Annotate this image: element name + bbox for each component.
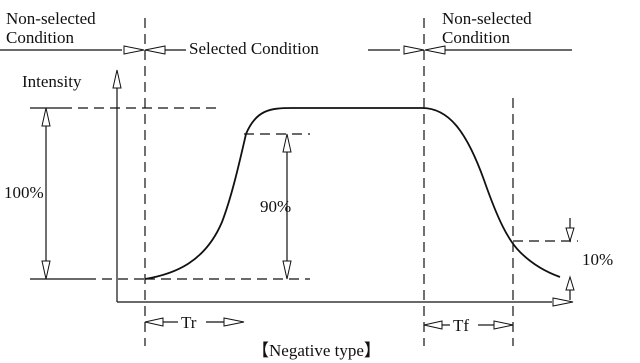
label-100-percent: 100% [4, 183, 44, 202]
axis-label-intensity: Intensity [22, 72, 82, 91]
label-selected-condition: Selected Condition [189, 39, 319, 58]
tf-arrow-icon [423, 320, 443, 330]
dimension-90 [282, 133, 292, 280]
y-axis-arrow-icon [112, 69, 122, 89]
dimension-10 [565, 218, 575, 300]
label-non-selected-left-2: Condition [6, 28, 75, 47]
label-10-percent: 10% [582, 250, 613, 269]
dimension-arrow-icon [565, 227, 575, 243]
y-axis [112, 69, 122, 302]
label-non-selected-right-2: Condition [442, 28, 511, 47]
dimension-arrow-icon [565, 275, 575, 291]
tf-arrow-icon [493, 320, 514, 330]
dimension-arrow-icon [282, 260, 292, 280]
tr-arrow-icon [223, 317, 245, 327]
label-tf: Tf [453, 316, 469, 335]
response-curve [144, 107, 561, 280]
tf-dimension [423, 320, 514, 330]
dimension-100 [41, 107, 51, 280]
dimension-arrow-icon [282, 133, 292, 153]
label-non-selected-right-1: Non-selected [442, 9, 532, 28]
label-tr: Tr [181, 313, 197, 332]
label-non-selected-left-1: Non-selected [6, 9, 96, 28]
dimension-arrow-icon [41, 260, 51, 280]
tr-arrow-icon [144, 317, 164, 327]
boundary-arrow-icon [144, 45, 166, 55]
boundary-arrow-icon [403, 45, 425, 55]
x-axis-arrow-icon [552, 297, 574, 307]
condition-boundary-line [0, 45, 572, 55]
tr-dimension [144, 317, 245, 327]
label-90-percent: 90% [260, 197, 291, 216]
boundary-arrow-icon [123, 45, 145, 55]
x-axis [117, 297, 574, 307]
boundary-arrow-icon [424, 45, 446, 55]
caption-negative-type: 【Negative type】 [252, 341, 381, 360]
dimension-arrow-icon [41, 107, 51, 127]
